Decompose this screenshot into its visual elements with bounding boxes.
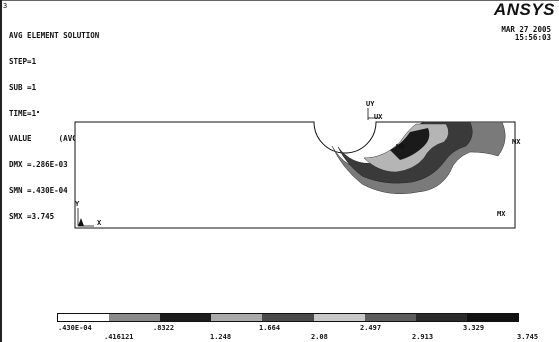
solution-info: AVG ELEMENT SOLUTION STEP=1 SUB =1 TIME=…: [9, 15, 99, 238]
global-triad-x: X: [97, 219, 102, 227]
info-value: VALUE (AVG): [9, 134, 82, 144]
info-smn: SMN =.430E-04: [9, 185, 68, 195]
mx-label: MX: [497, 210, 506, 218]
time-text: 15:56:03: [514, 33, 551, 42]
date-text: MAR 27 2005: [501, 25, 551, 34]
global-triad-y: Y: [75, 200, 80, 208]
info-sub: SUB =1: [9, 82, 37, 92]
legend-label: 3.329: [463, 324, 485, 332]
info-dmx: DMX =.286E-03: [9, 160, 68, 170]
window-number: 3: [3, 2, 8, 10]
view-triad-uy: UY: [366, 100, 375, 108]
info-smx: SMX =3.745: [9, 211, 55, 221]
mn-label: MN: [396, 143, 404, 151]
legend-swatch: [364, 314, 416, 321]
view-triad-ux: UX: [374, 113, 383, 121]
legend-label: 2.913: [412, 333, 434, 341]
legend-label: 2.497: [360, 324, 382, 332]
legend-label: .8322: [153, 324, 175, 332]
window-top-border: [0, 0, 559, 1]
legend-label: 2.08: [311, 333, 328, 341]
info-step: STEP=1: [9, 56, 37, 66]
legend-swatch: [160, 314, 212, 321]
legend-label: 3.745: [517, 333, 539, 341]
stray-dot: [37, 111, 39, 113]
legend-swatch: [109, 314, 161, 321]
legend-swatch: [211, 314, 263, 321]
legend-label: .430E-04: [58, 324, 92, 332]
legend-label: 1.664: [259, 324, 281, 332]
contour-band-core: [390, 128, 430, 160]
legend-swatch: [466, 314, 518, 321]
legend-swatch: [415, 314, 467, 321]
mx-label-2: MX: [512, 138, 521, 146]
window-left-border: [0, 0, 2, 342]
legend-label: .416121: [104, 333, 134, 341]
ansys-logo: ANSYS: [493, 0, 555, 19]
info-time: TIME=1: [9, 108, 37, 118]
legend-swatch: [313, 314, 365, 321]
timestamp: MAR 27 2005 15:56:03: [501, 26, 551, 42]
legend-label: 1.248: [210, 333, 232, 341]
origin-marker: [78, 218, 84, 226]
contour-legend-bar: [57, 313, 519, 322]
legend-swatch: [58, 314, 110, 321]
legend-swatch: [262, 314, 314, 321]
solution-title: AVG ELEMENT SOLUTION: [9, 31, 100, 41]
